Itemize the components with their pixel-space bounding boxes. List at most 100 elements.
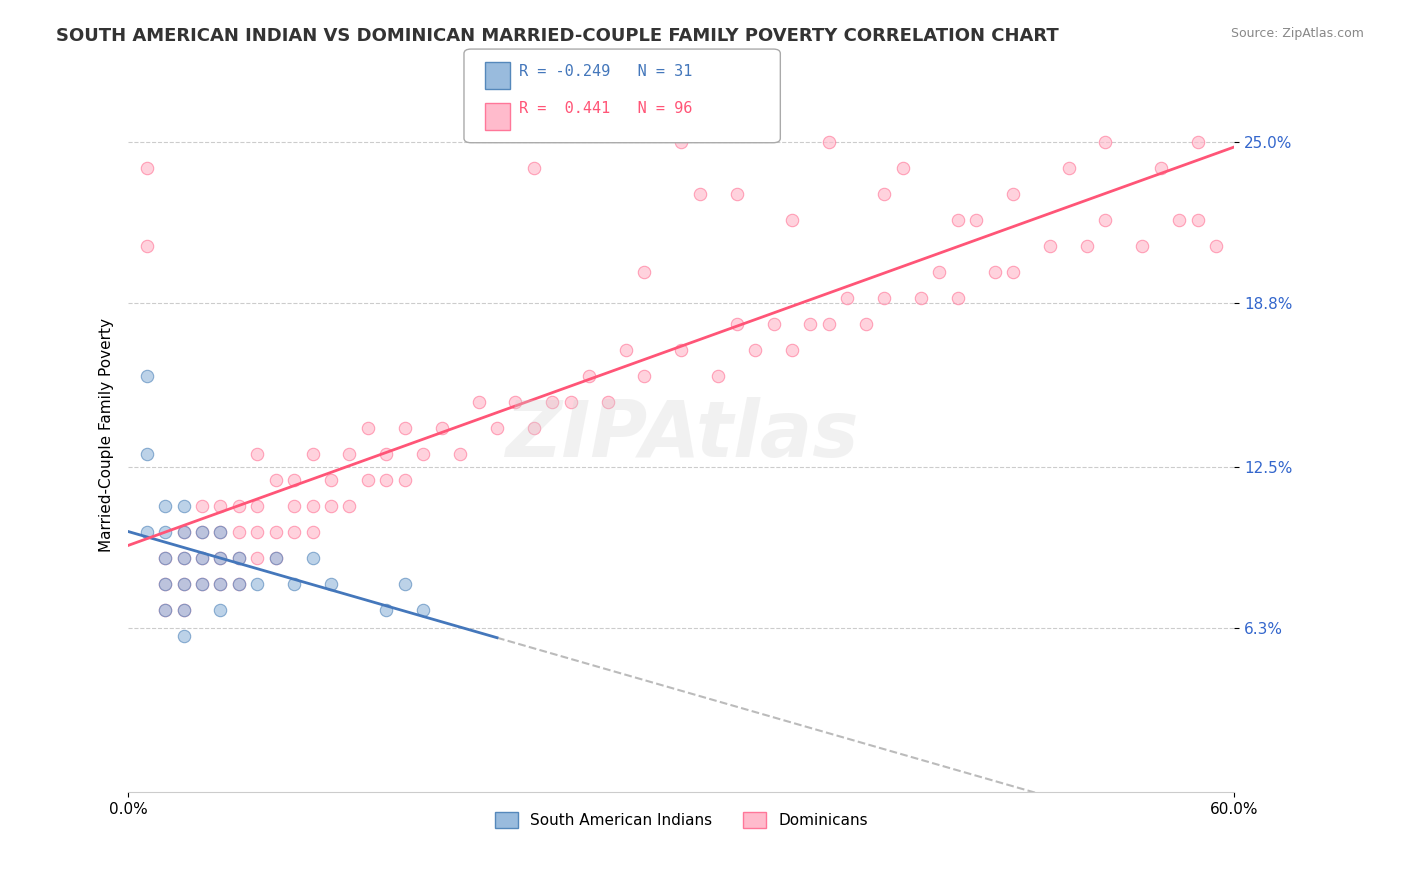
Point	[228, 525, 250, 540]
Point	[1168, 213, 1191, 227]
Point	[153, 603, 176, 617]
Point	[560, 395, 582, 409]
Text: R =  0.441   N = 96: R = 0.441 N = 96	[519, 101, 692, 116]
Point	[153, 577, 176, 591]
Point	[1130, 239, 1153, 253]
Point	[633, 265, 655, 279]
Point	[191, 525, 214, 540]
Point	[173, 577, 195, 591]
Point	[744, 343, 766, 358]
Point	[375, 473, 398, 487]
Point	[153, 499, 176, 513]
Point	[1150, 161, 1173, 176]
Point	[873, 291, 896, 305]
Point	[173, 525, 195, 540]
Point	[173, 499, 195, 513]
Point	[855, 318, 877, 332]
Point	[228, 499, 250, 513]
Point	[357, 473, 380, 487]
Point	[1205, 239, 1227, 253]
Point	[837, 291, 859, 305]
Point	[1002, 265, 1025, 279]
Point	[799, 318, 821, 332]
Point	[246, 447, 269, 461]
Point	[984, 265, 1007, 279]
Point	[394, 577, 416, 591]
Point	[689, 187, 711, 202]
Point	[173, 603, 195, 617]
Point	[191, 551, 214, 566]
Point	[209, 577, 232, 591]
Point	[375, 603, 398, 617]
Point	[228, 551, 250, 566]
Point	[725, 318, 748, 332]
Point	[209, 525, 232, 540]
Point	[633, 369, 655, 384]
Point	[246, 499, 269, 513]
Point	[523, 161, 546, 176]
Point	[375, 447, 398, 461]
Point	[173, 525, 195, 540]
Point	[301, 499, 323, 513]
Point	[1094, 136, 1116, 150]
Point	[541, 395, 564, 409]
Point	[191, 577, 214, 591]
Point	[283, 577, 305, 591]
Point	[1002, 187, 1025, 202]
Point	[707, 369, 730, 384]
Point	[173, 603, 195, 617]
Text: SOUTH AMERICAN INDIAN VS DOMINICAN MARRIED-COUPLE FAMILY POVERTY CORRELATION CHA: SOUTH AMERICAN INDIAN VS DOMINICAN MARRI…	[56, 27, 1059, 45]
Point	[319, 473, 342, 487]
Point	[191, 499, 214, 513]
Point	[135, 161, 157, 176]
Point	[671, 343, 693, 358]
Point	[394, 473, 416, 487]
Point	[301, 447, 323, 461]
Point	[596, 395, 619, 409]
Point	[485, 421, 508, 435]
Point	[1094, 213, 1116, 227]
Point	[264, 551, 287, 566]
Point	[467, 395, 489, 409]
Point	[412, 447, 434, 461]
Point	[283, 525, 305, 540]
Point	[135, 447, 157, 461]
Point	[1039, 239, 1062, 253]
Point	[209, 577, 232, 591]
Point	[818, 136, 841, 150]
Point	[578, 369, 600, 384]
Point	[209, 499, 232, 513]
Point	[173, 551, 195, 566]
Text: Source: ZipAtlas.com: Source: ZipAtlas.com	[1230, 27, 1364, 40]
Point	[135, 239, 157, 253]
Y-axis label: Married-Couple Family Poverty: Married-Couple Family Poverty	[100, 318, 114, 551]
Point	[762, 318, 785, 332]
Legend: South American Indians, Dominicans: South American Indians, Dominicans	[489, 806, 873, 834]
Point	[228, 577, 250, 591]
Point	[191, 525, 214, 540]
Point	[135, 369, 157, 384]
Point	[910, 291, 932, 305]
Point	[264, 525, 287, 540]
Point	[191, 577, 214, 591]
Point	[319, 499, 342, 513]
Point	[153, 525, 176, 540]
Point	[394, 421, 416, 435]
Point	[1187, 213, 1209, 227]
Point	[946, 213, 969, 227]
Point	[357, 421, 380, 435]
Point	[780, 343, 803, 358]
Point	[430, 421, 453, 435]
Point	[264, 551, 287, 566]
Text: ZIPAtlas: ZIPAtlas	[505, 397, 858, 473]
Point	[725, 187, 748, 202]
Point	[228, 577, 250, 591]
Point	[412, 603, 434, 617]
Point	[264, 473, 287, 487]
Point	[614, 343, 637, 358]
Point	[246, 551, 269, 566]
Point	[209, 525, 232, 540]
Point	[928, 265, 950, 279]
Point	[153, 603, 176, 617]
Point	[153, 577, 176, 591]
